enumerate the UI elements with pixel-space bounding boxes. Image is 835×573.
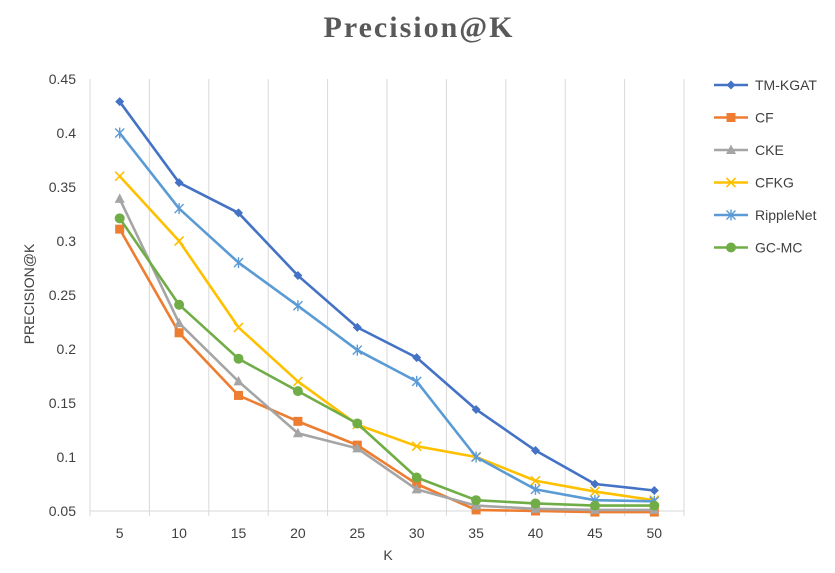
data-point-cke: [233, 375, 244, 386]
data-point-cfkg: [114, 171, 125, 182]
data-point-tm-kgat: [174, 178, 184, 188]
data-point-ripplenet: [352, 344, 363, 356]
legend-label-ripplenet: RippleNet: [755, 207, 817, 223]
data-point-ripplenet: [114, 127, 125, 139]
y-tick-label: 0.35: [49, 179, 76, 195]
x-tick-label: 15: [231, 525, 247, 541]
data-point-ripplenet: [292, 300, 303, 312]
data-point-ripplenet: [174, 203, 185, 215]
data-point-cke: [174, 317, 185, 328]
legend-item-cfkg: CFKG: [714, 175, 794, 191]
series-line-cfkg: [118, 175, 655, 502]
data-point-cfkg: [589, 486, 600, 497]
data-point-cke: [114, 193, 125, 203]
data-point-ripplenet: [233, 257, 244, 269]
data-point-cfkg: [411, 441, 422, 452]
data-point-cfkg: [174, 235, 185, 247]
legend-item-cke: CKE: [714, 142, 784, 158]
legend-marker-cf: [726, 113, 736, 122]
legend-marker-gc-mc: [726, 242, 736, 253]
data-point-cf: [115, 224, 125, 234]
data-point-gc-mc: [471, 495, 482, 506]
data-point-tm-kgat: [649, 485, 659, 495]
data-point-cfkg: [292, 376, 303, 387]
series-line-cf: [118, 228, 655, 514]
data-point-cf: [174, 328, 184, 338]
data-point-gc-mc: [589, 500, 600, 511]
data-point-gc-mc: [352, 418, 363, 429]
x-tick-label: 25: [350, 525, 366, 541]
y-axis-label: PRECISION@K: [21, 243, 37, 344]
y-tick-label: 0.25: [49, 287, 76, 303]
data-point-tm-kgat: [412, 353, 422, 363]
series-line-cke: [118, 198, 655, 512]
tick-labels: 5 10 15 20 25 30 35 40 45 50 0.05 0.1 0.15 0.2 0.25 0.3…: [49, 71, 663, 541]
data-point-gc-mc: [411, 472, 422, 483]
x-tick-label: 10: [171, 525, 187, 541]
data-point-ripplenet: [411, 375, 422, 387]
data-point-gc-mc: [649, 500, 660, 511]
data-point-tm-kgat: [531, 446, 540, 456]
data-point-cke: [411, 483, 422, 494]
gridlines: [89, 79, 685, 511]
data-point-gc-mc: [233, 353, 244, 364]
data-point-ripplenet: [530, 483, 541, 495]
data-point-cf: [234, 390, 243, 400]
y-tick-label: 0.1: [57, 449, 77, 465]
x-tick-label: 35: [468, 525, 484, 541]
data-point-gc-mc: [530, 498, 541, 509]
legend-marker-cke: [726, 144, 736, 154]
legend-marker-tm-kgat: [726, 80, 736, 90]
data-point-tm-kgat: [590, 479, 600, 489]
legend-label-cfkg: CFKG: [755, 175, 794, 191]
legend-label-tm-kgat: TM-KGAT: [755, 77, 817, 93]
data-point-cf: [471, 505, 481, 515]
x-tick-label: 20: [290, 525, 306, 541]
legend: TM-KGAT CF CKE CFKG RippleNet GC-MC: [714, 77, 817, 256]
y-tick-label: 0.3: [57, 233, 77, 249]
x-tick-label: 30: [409, 525, 425, 541]
chart-title: Precision@K: [324, 11, 515, 44]
series-gc-mc: [114, 213, 660, 511]
data-point-gc-mc: [114, 213, 125, 224]
legend-item-gc-mc: GC-MC: [714, 240, 802, 256]
legend-label-cke: CKE: [755, 142, 784, 158]
data-point-cke: [292, 427, 303, 438]
y-tick-label: 0.15: [49, 395, 76, 411]
series-group: [114, 97, 660, 517]
x-tick-label: 50: [647, 525, 663, 541]
legend-marker-ripplenet: [726, 209, 736, 221]
x-tick-label: 45: [587, 525, 603, 541]
data-point-tm-kgat: [293, 271, 303, 281]
data-point-cf: [293, 416, 303, 426]
series-line-ripplenet: [118, 132, 655, 503]
y-tick-label: 0.45: [49, 71, 76, 87]
data-point-ripplenet: [471, 451, 482, 463]
series-line-tm-kgat: [118, 100, 655, 492]
x-tick-label: 5: [116, 525, 124, 541]
data-point-gc-mc: [292, 386, 303, 397]
legend-item-tm-kgat: TM-KGAT: [714, 77, 817, 93]
legend-item-ripplenet: RippleNet: [714, 207, 817, 223]
data-point-cfkg: [233, 322, 244, 333]
x-tick-label: 40: [528, 525, 544, 541]
legend-marker-cfkg: [725, 177, 737, 188]
data-point-cke: [352, 442, 363, 453]
series-tm-kgat: [115, 97, 659, 495]
data-point-tm-kgat: [352, 322, 362, 332]
data-point-tm-kgat: [471, 404, 481, 414]
y-tick-label: 0.05: [49, 503, 76, 519]
legend-item-cf: CF: [714, 110, 774, 126]
data-point-gc-mc: [174, 299, 185, 310]
data-point-cfkg: [530, 475, 541, 486]
legend-label-gc-mc: GC-MC: [755, 240, 802, 256]
x-axis-label: K: [383, 547, 393, 563]
data-point-tm-kgat: [234, 208, 243, 218]
y-tick-label: 0.4: [57, 125, 77, 141]
legend-label-cf: CF: [755, 110, 774, 126]
series-line-gc-mc: [118, 217, 655, 507]
data-point-tm-kgat: [115, 97, 125, 107]
y-tick-label: 0.2: [57, 341, 77, 357]
